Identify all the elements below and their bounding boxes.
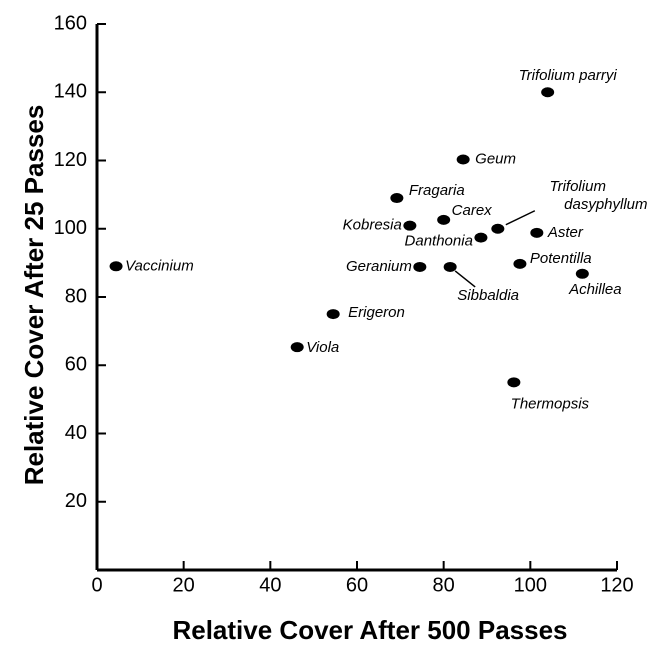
point-label: Geranium	[346, 258, 412, 275]
point-label: Aster	[547, 224, 584, 241]
point-label: Potentilla	[530, 250, 592, 267]
y-tick-label: 80	[65, 285, 87, 307]
y-tick-label: 140	[54, 81, 87, 103]
point	[575, 268, 589, 279]
point	[326, 309, 340, 320]
x-tick-label: 60	[346, 574, 368, 596]
point	[541, 87, 555, 98]
point-label: Danthonia	[405, 233, 473, 250]
point	[530, 227, 544, 238]
point-label: Kobresia	[343, 217, 402, 234]
point-label: Achillea	[568, 281, 622, 298]
x-tick-label: 120	[600, 574, 633, 596]
x-tick-label: 20	[173, 574, 195, 596]
x-tick-label: 80	[433, 574, 455, 596]
x-axis-title: Relative Cover After 500 Passes	[172, 615, 567, 645]
y-tick-label: 20	[65, 490, 87, 512]
leader-line	[454, 270, 476, 288]
point	[443, 261, 457, 272]
y-tick-label: 160	[54, 12, 87, 34]
point-label: Vaccinium	[125, 257, 194, 274]
point	[109, 261, 123, 272]
point-label: Trifolium parryi	[519, 67, 618, 84]
x-tick-label: 0	[91, 574, 102, 596]
point-label: Thermopsis	[511, 395, 590, 412]
y-tick-label: 100	[54, 217, 87, 239]
leader-line	[505, 210, 536, 226]
point-label: Carex	[452, 202, 493, 219]
point	[413, 261, 427, 272]
point	[403, 220, 417, 231]
x-tick-label: 100	[514, 574, 547, 596]
y-axis-title: Relative Cover After 25 Passes	[19, 105, 49, 486]
point	[290, 342, 304, 353]
point	[456, 154, 470, 165]
point	[507, 377, 521, 388]
point	[513, 258, 527, 269]
point-label: Viola	[306, 339, 339, 356]
y-tick-label: 40	[65, 422, 87, 444]
y-tick-label: 60	[65, 354, 87, 376]
point	[474, 232, 488, 243]
point-label: Fragaria	[409, 182, 465, 199]
point	[390, 193, 404, 204]
x-tick-label: 40	[259, 574, 281, 596]
point	[491, 223, 505, 234]
point-label: Sibbaldia	[457, 287, 519, 304]
y-tick-label: 120	[54, 149, 87, 171]
point-label: Trifolium dasyphyllum	[550, 178, 648, 213]
point-label: Erigeron	[348, 304, 405, 321]
point-label: Geum	[475, 150, 516, 167]
point	[437, 214, 451, 225]
